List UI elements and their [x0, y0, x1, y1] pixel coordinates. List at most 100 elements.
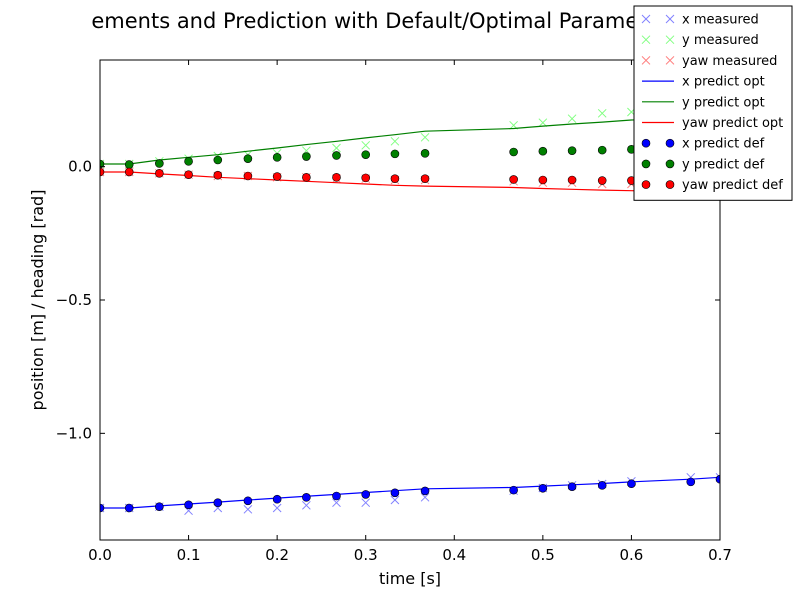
- legend: x measured y measured yaw measured x predic…: [633, 5, 793, 201]
- data-point-x-predict-def: [243, 496, 253, 506]
- legend-label: yaw predict def: [682, 178, 783, 193]
- data-point-x-predict-def: [390, 488, 400, 498]
- legend-label: x predict opt: [682, 75, 765, 90]
- legend-swatch: [665, 56, 675, 65]
- legend-box: [633, 5, 793, 201]
- y-tick-label: 0.0: [68, 158, 92, 176]
- data-point-x-measured: [332, 498, 341, 508]
- data-point-x-predict-def: [686, 477, 696, 487]
- data-point-x-predict-def: [184, 500, 193, 510]
- data-point-x-measured: [302, 500, 311, 510]
- y-tick-label: −0.5: [56, 291, 92, 309]
- legend-swatch: [641, 159, 651, 169]
- legend-item-y-measured: y measured: [641, 33, 759, 48]
- y-tick-label: −1.0: [56, 424, 92, 442]
- legend-item-x-measured: x measured: [641, 13, 759, 28]
- data-point-yaw-predict-def: [272, 172, 282, 181]
- data-point-x-predict-def: [420, 486, 430, 496]
- legend-swatch: [665, 180, 675, 189]
- legend-swatch: [665, 14, 675, 24]
- data-point-y-measured: [390, 136, 400, 146]
- data-point-x-measured: [361, 498, 371, 508]
- legend-label: yaw measured: [682, 54, 777, 69]
- data-point-yaw-predict-def: [100, 167, 105, 177]
- x-tick-label: 0.5: [531, 546, 555, 564]
- data-point-yaw-predict-def: [509, 175, 518, 184]
- legend-label: y predict def: [682, 157, 765, 172]
- plot-area: [100, 102, 720, 516]
- data-point-yaw-predict-def: [332, 173, 341, 182]
- data-point-yaw-predict-def: [155, 169, 164, 178]
- data-point-yaw-predict-def: [567, 175, 577, 185]
- data-point-x-predict-def: [538, 483, 548, 493]
- data-point-y-measured: [361, 140, 371, 150]
- data-point-y-predict-def: [302, 152, 311, 161]
- data-point-x-predict-def: [567, 482, 577, 491]
- legend-item-x-predict-def: x predict def: [641, 137, 765, 152]
- data-point-y-predict-def: [420, 149, 430, 158]
- legend-item-x-predict-opt: x predict opt: [642, 75, 765, 90]
- y-axis-label: position [m] / heading [rad]: [28, 190, 47, 411]
- data-point-y-predict-def: [155, 159, 164, 168]
- data-point-y-predict-def: [361, 150, 371, 159]
- data-point-y-predict-def: [272, 153, 282, 162]
- legend-item-yaw-predict-def: yaw predict def: [641, 178, 783, 193]
- data-point-x-predict-def: [361, 490, 371, 499]
- x-tick-label: 0.6: [619, 546, 643, 564]
- legend-item-yaw-measured: yaw measured: [641, 54, 777, 69]
- data-point-y-predict-def: [509, 147, 518, 157]
- data-point-x-predict-def: [597, 481, 607, 490]
- data-point-y-measured: [420, 132, 430, 142]
- legend-swatch: [641, 180, 651, 189]
- legend-label: y measured: [682, 33, 759, 48]
- data-point-x-measured: [243, 504, 253, 514]
- x-axis-label: time [s]: [379, 569, 441, 588]
- data-point-y-measured: [538, 118, 548, 128]
- legend-swatch: [641, 138, 651, 148]
- data-point-x-measured: [272, 503, 282, 513]
- x-tick-label: 0.1: [177, 546, 201, 564]
- x-tick-label: 0.2: [265, 546, 289, 564]
- legend-label: x predict def: [682, 137, 765, 152]
- data-point-y-predict-def: [184, 157, 193, 166]
- data-point-yaw-predict-def: [390, 174, 400, 183]
- data-point-y-predict-def: [390, 149, 400, 159]
- data-point-x-predict-def: [124, 503, 134, 513]
- legend-swatch: [665, 159, 675, 169]
- data-point-y-predict-def: [100, 159, 105, 169]
- legend-label: y predict opt: [682, 95, 765, 110]
- x-tick-label: 0.3: [354, 546, 378, 564]
- legend-label: x measured: [682, 13, 759, 28]
- data-point-x-predict-def: [332, 491, 341, 501]
- legend-swatch: [641, 35, 651, 45]
- legend-item-y-predict-opt: y predict opt: [642, 95, 765, 110]
- data-point-yaw-predict-def: [597, 176, 607, 185]
- data-point-y-predict-def: [597, 145, 607, 155]
- data-point-y-measured: [332, 143, 341, 153]
- legend-label: yaw predict opt: [682, 116, 783, 131]
- data-point-x-predict-def: [155, 502, 164, 511]
- data-point-y-predict-def: [567, 146, 577, 155]
- data-point-x-predict-def: [100, 503, 105, 513]
- data-point-y-measured: [597, 108, 607, 118]
- legend-swatch: [665, 138, 675, 148]
- data-point-yaw-predict-def: [124, 167, 134, 177]
- data-point-y-measured: [567, 114, 577, 124]
- x-tick-label: 0.7: [708, 546, 732, 564]
- data-point-x-measured: [390, 495, 400, 505]
- data-point-yaw-predict-def: [243, 171, 253, 181]
- data-point-yaw-predict-def: [213, 170, 223, 180]
- chart-title: ements and Prediction with Default/Optim…: [91, 9, 708, 33]
- data-point-x-predict-def: [213, 498, 223, 507]
- legend-swatch: [641, 56, 651, 65]
- data-point-x-predict-def: [272, 494, 282, 504]
- data-point-x-predict-def: [627, 479, 636, 489]
- data-point-y-predict-def: [213, 155, 223, 165]
- data-point-x-predict-def: [715, 474, 720, 484]
- data-point-y-predict-def: [124, 160, 134, 169]
- data-point-y-predict-def: [538, 146, 548, 156]
- data-point-yaw-predict-def: [302, 173, 311, 182]
- legend-swatch: [665, 35, 675, 45]
- legend-item-y-predict-def: y predict def: [641, 157, 765, 172]
